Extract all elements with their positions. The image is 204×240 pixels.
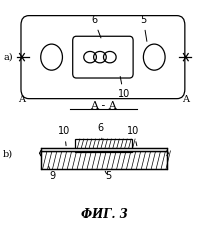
Text: 6: 6: [91, 15, 101, 38]
FancyBboxPatch shape: [73, 36, 133, 78]
Text: ФИГ. 3: ФИГ. 3: [81, 208, 127, 221]
Text: 5: 5: [140, 15, 147, 41]
Text: A - A: A - A: [91, 101, 117, 111]
Text: 9: 9: [49, 166, 56, 181]
Text: 10: 10: [58, 126, 71, 146]
Text: b): b): [3, 150, 13, 159]
Text: 6: 6: [97, 123, 103, 139]
Text: A: A: [19, 95, 26, 104]
Bar: [41, 148, 167, 151]
Circle shape: [143, 44, 165, 70]
FancyBboxPatch shape: [21, 16, 185, 99]
Bar: [41, 151, 167, 169]
Text: 10: 10: [127, 126, 140, 146]
Circle shape: [41, 44, 62, 70]
Text: 10: 10: [118, 77, 130, 99]
Bar: [75, 139, 132, 152]
Text: 5: 5: [105, 171, 111, 181]
Text: A: A: [182, 95, 189, 104]
Text: a): a): [3, 53, 13, 62]
